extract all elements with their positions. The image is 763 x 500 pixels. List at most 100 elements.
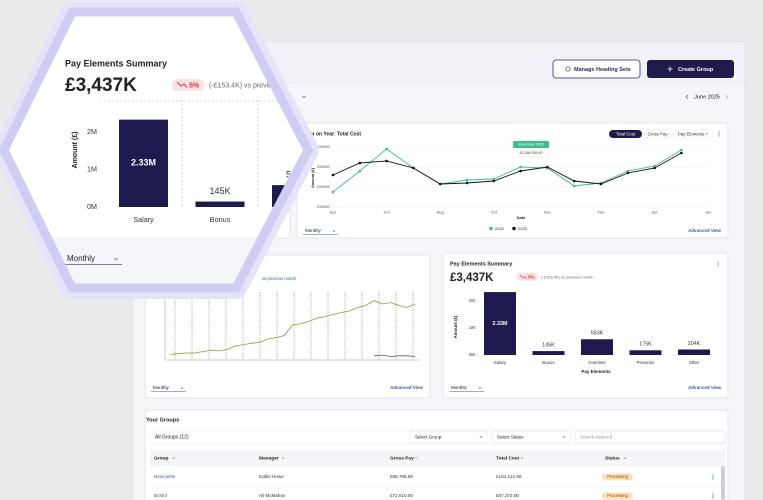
bar xyxy=(581,339,613,355)
y-tick-label: 0M xyxy=(87,202,97,211)
menu-dot xyxy=(718,131,720,133)
menu-dot xyxy=(717,265,719,267)
yoy-point xyxy=(680,148,683,152)
yoy-tab-label[interactable]: Pay Elements + xyxy=(678,131,709,136)
y-axis-title: Amount (£) xyxy=(72,132,79,169)
yoy-point xyxy=(492,177,496,181)
menu-dot xyxy=(712,476,714,478)
advanced-view-link[interactable]: Advanced View xyxy=(390,385,423,390)
yoy-point xyxy=(465,178,469,182)
groups-title: Your Groups xyxy=(146,417,179,423)
yoy-card xyxy=(296,122,729,239)
yoy-tab-label[interactable]: Gross Pay xyxy=(647,131,668,136)
period-select[interactable]: Monthly xyxy=(451,385,468,390)
tooltip-header xyxy=(513,141,549,148)
bar xyxy=(119,119,168,207)
yoy-line xyxy=(332,148,682,193)
cell: Eddie Howe xyxy=(259,474,284,479)
column-header: Manager xyxy=(259,455,279,461)
tooltip-body xyxy=(512,148,550,158)
bar xyxy=(532,351,565,355)
advanced-view-link[interactable]: Advanced View xyxy=(688,228,721,233)
period-select[interactable]: Monthly xyxy=(67,254,95,263)
trend-down-icon xyxy=(519,274,528,280)
status-label: Processing xyxy=(607,493,628,498)
change-badge xyxy=(516,273,538,281)
y-axis-title: Amount (£) xyxy=(453,315,458,338)
change-value: 5% xyxy=(528,274,535,279)
column-header: Group xyxy=(154,455,168,461)
group-select-label[interactable]: Select Group xyxy=(415,434,442,439)
cell[interactable]: Bristol xyxy=(154,493,167,498)
x-tick-label: Aug xyxy=(437,210,444,215)
status-select-label[interactable]: Select Status xyxy=(497,434,524,439)
yoy-point xyxy=(599,182,603,186)
chevron-icon xyxy=(479,436,483,439)
manage-button-label: Manage Heading Sets xyxy=(574,67,631,73)
menu-dot xyxy=(712,493,714,495)
x-tick-label: Apr xyxy=(330,210,337,215)
yoy-point xyxy=(385,159,388,163)
x-axis-title: Pay Elements xyxy=(581,369,611,374)
y-tick-label: 1000000 xyxy=(317,205,330,209)
group-select[interactable] xyxy=(409,430,488,444)
status-select[interactable] xyxy=(491,430,571,444)
x-tick-label: Apr xyxy=(651,210,658,215)
yoy-title: Year on Year: Total Cost xyxy=(304,131,361,137)
yoy-point xyxy=(385,147,388,151)
menu-dot xyxy=(712,495,714,497)
pay-title: Pay Elements Summary xyxy=(450,261,513,267)
cell[interactable]: Newcastle xyxy=(154,474,176,479)
table-header xyxy=(150,450,725,466)
menu-dot xyxy=(718,135,720,137)
create-button-label: Create Group xyxy=(678,67,714,73)
period-select[interactable]: Monthly xyxy=(153,385,170,390)
tooltip-value: £3,286,559.40 xyxy=(520,151,543,155)
yoy-point xyxy=(572,179,576,183)
y-axis-title: Amount (£) xyxy=(311,167,315,188)
yoy-tab[interactable] xyxy=(672,129,714,139)
yoy-tab[interactable] xyxy=(609,130,642,138)
search-placeholder[interactable]: Search keyword xyxy=(580,434,613,439)
trend-line xyxy=(374,354,416,357)
pay-total: £3,437K xyxy=(450,272,494,284)
chevron-icon xyxy=(180,387,184,390)
advanced-view-link[interactable]: Advanced View xyxy=(688,385,721,390)
x-tick-label: Dec xyxy=(544,210,551,215)
menu-dot xyxy=(712,497,714,499)
yoy-tab-label[interactable]: Total Cost xyxy=(616,131,636,136)
legend-label: 2022 xyxy=(495,226,505,231)
yoy-point xyxy=(358,161,362,165)
status-badge xyxy=(602,492,633,500)
yoy-tab[interactable] xyxy=(643,129,672,139)
yoy-point xyxy=(331,173,335,177)
chevron-icon xyxy=(281,457,285,459)
gear-icon xyxy=(565,66,571,72)
yoy-point xyxy=(358,169,362,173)
legend-label: 2023 xyxy=(518,226,528,231)
search-input[interactable] xyxy=(574,430,726,444)
chevron-icon xyxy=(478,387,482,390)
bar-value-label: 2.33M xyxy=(131,158,156,168)
groups-filter: All Groups (12) xyxy=(155,435,189,441)
chevron-icon xyxy=(520,457,524,459)
yoy-point xyxy=(438,182,442,186)
pay-title: Pay Elements Summary xyxy=(65,58,167,68)
trend-down-icon xyxy=(176,81,188,88)
column-header: Status xyxy=(605,455,620,461)
legend-swatch xyxy=(512,226,516,231)
period-select[interactable]: Monthly xyxy=(305,228,322,233)
manage-button[interactable] xyxy=(552,59,641,79)
column-header: Total Cost xyxy=(496,455,519,461)
trend-line xyxy=(169,300,416,355)
create-button[interactable] xyxy=(647,60,734,78)
x-tick-label: Feb xyxy=(598,210,606,215)
x-tick-label: Other xyxy=(689,360,700,365)
prev-icon xyxy=(685,94,689,100)
chevron-icon xyxy=(113,257,119,261)
yoy-point xyxy=(680,151,683,155)
yoy-point xyxy=(331,190,335,194)
bar xyxy=(484,292,516,355)
yoy-point xyxy=(626,169,630,173)
y-tick-label: 1M xyxy=(469,325,475,330)
